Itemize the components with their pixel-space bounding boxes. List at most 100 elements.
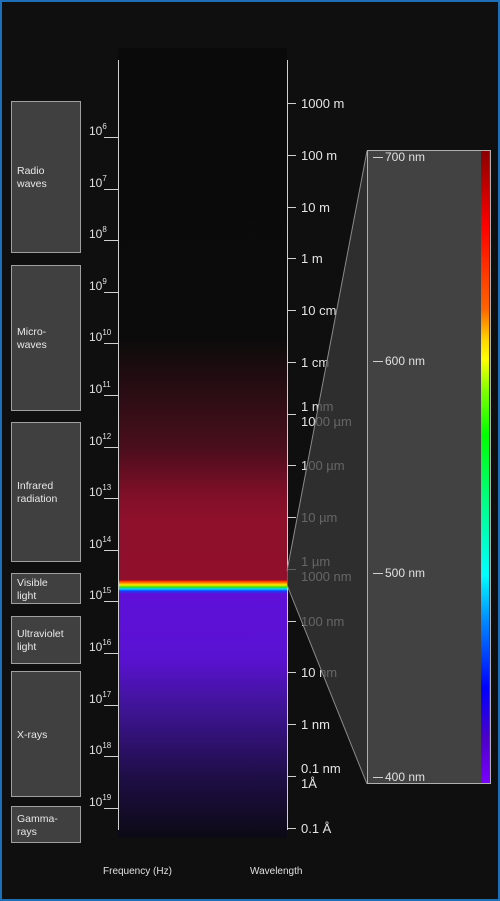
frequency-label: 1013	[89, 483, 111, 499]
nm-tick	[373, 777, 383, 778]
wavelength-label: 0.1 Å	[301, 821, 332, 836]
frequency-base: 10	[89, 279, 103, 293]
band-infrared: Infrared radiation	[11, 422, 81, 562]
nm-tick	[373, 573, 383, 574]
frequency-label: 1012	[89, 432, 111, 448]
wavelength-tick	[287, 414, 296, 415]
band-xrays: X-rays	[11, 671, 81, 797]
frequency-tick	[104, 705, 118, 706]
wavelength-label: 1 m	[301, 251, 323, 266]
frequency-exponent: 15	[102, 586, 112, 595]
wavelength-tick	[287, 672, 296, 673]
frequency-exponent: 12	[102, 432, 112, 441]
wavelength-label: 1 cm	[301, 355, 330, 370]
wavelength-label: 100 m	[301, 148, 338, 163]
frequency-tick	[104, 395, 118, 396]
wavelength-tick	[287, 207, 296, 208]
band-visible: Visible light	[11, 573, 81, 604]
wavelength-tick	[287, 776, 296, 777]
frequency-label: 106	[89, 122, 107, 138]
frequency-tick	[104, 498, 118, 499]
frequency-base: 10	[89, 692, 103, 706]
frequency-tick	[104, 292, 118, 293]
wavelength-tick	[287, 517, 296, 518]
frequency-label: 107	[89, 174, 107, 190]
wavelength-axis-title: Wavelength	[250, 866, 303, 877]
frequency-label: 1011	[89, 380, 111, 396]
wavelength-label: 1 nm	[301, 717, 330, 732]
frequency-tick	[104, 601, 118, 602]
frequency-exponent: 19	[102, 793, 112, 802]
frequency-base: 10	[89, 382, 103, 396]
nm-tick	[373, 361, 383, 362]
wavelength-tick	[287, 828, 296, 829]
band-label: X-rays	[17, 728, 48, 741]
visible-spectrum-panel	[367, 150, 491, 784]
wavelength-tick	[287, 310, 296, 311]
frequency-base: 10	[89, 176, 103, 190]
band-label: Infrared radiation	[17, 480, 58, 505]
frequency-axis-title: Frequency (Hz)	[103, 866, 172, 877]
frequency-base: 10	[89, 795, 103, 809]
frequency-label: 1017	[89, 690, 111, 706]
frequency-tick	[104, 550, 118, 551]
frequency-base: 10	[89, 330, 103, 344]
band-label: Ultraviolet light	[17, 628, 64, 653]
frequency-exponent: 11	[102, 380, 111, 389]
frequency-exponent: 9	[102, 277, 107, 286]
frequency-exponent: 10	[102, 328, 112, 337]
wavelength-tick	[287, 724, 296, 725]
zoom-line-bottom	[286, 584, 368, 785]
frequency-exponent: 16	[102, 638, 112, 647]
wavelength-tick	[287, 103, 296, 104]
frequency-exponent: 18	[102, 741, 112, 750]
wavelength-label: 10 m	[301, 200, 330, 215]
frequency-label: 1016	[89, 638, 111, 654]
wavelength-tick	[287, 362, 296, 363]
nm-label: 600 nm	[385, 354, 426, 368]
band-radio: Radio waves	[11, 101, 81, 253]
frequency-label: 1010	[89, 328, 111, 344]
nm-label: 400 nm	[385, 770, 426, 784]
band-gamma: Gamma- rays	[11, 806, 81, 843]
frequency-label: 1014	[89, 535, 111, 551]
frequency-base: 10	[89, 640, 103, 654]
frequency-tick	[104, 343, 118, 344]
frequency-tick	[104, 240, 118, 241]
frequency-base: 10	[89, 124, 103, 138]
wavelength-axis-line	[287, 60, 288, 830]
wavelength-label: 10 cm	[301, 303, 337, 318]
frequency-exponent: 6	[102, 122, 107, 131]
frequency-label: 108	[89, 225, 107, 241]
frequency-exponent: 8	[102, 225, 107, 234]
frequency-label: 1019	[89, 793, 111, 809]
frequency-base: 10	[89, 743, 103, 757]
band-microwaves: Micro- waves	[11, 265, 81, 411]
frequency-tick	[104, 756, 118, 757]
nm-tick	[373, 157, 383, 158]
frequency-exponent: 13	[102, 483, 112, 492]
nm-label: 700 nm	[385, 150, 426, 164]
frequency-base: 10	[89, 588, 103, 602]
frequency-base: 10	[89, 227, 103, 241]
frequency-tick	[104, 447, 118, 448]
frequency-tick	[104, 137, 118, 138]
frequency-base: 10	[89, 537, 103, 551]
frequency-label: 1018	[89, 741, 111, 757]
wavelength-tick	[287, 155, 296, 156]
wavelength-tick	[287, 621, 296, 622]
frequency-base: 10	[89, 485, 103, 499]
band-label: Gamma- rays	[17, 812, 58, 838]
wavelength-label: 1000 m	[301, 96, 345, 111]
band-label: Micro- waves	[17, 326, 47, 351]
wavelength-tick	[287, 258, 296, 259]
wavelength-tick	[287, 465, 296, 466]
frequency-label: 109	[89, 277, 107, 293]
band-label: Radio waves	[17, 165, 47, 190]
band-ultraviolet: Ultraviolet light	[11, 616, 81, 664]
frequency-exponent: 17	[102, 690, 112, 699]
frequency-axis-line	[118, 60, 119, 830]
zoom-line-top	[286, 150, 368, 572]
frequency-base: 10	[89, 434, 103, 448]
